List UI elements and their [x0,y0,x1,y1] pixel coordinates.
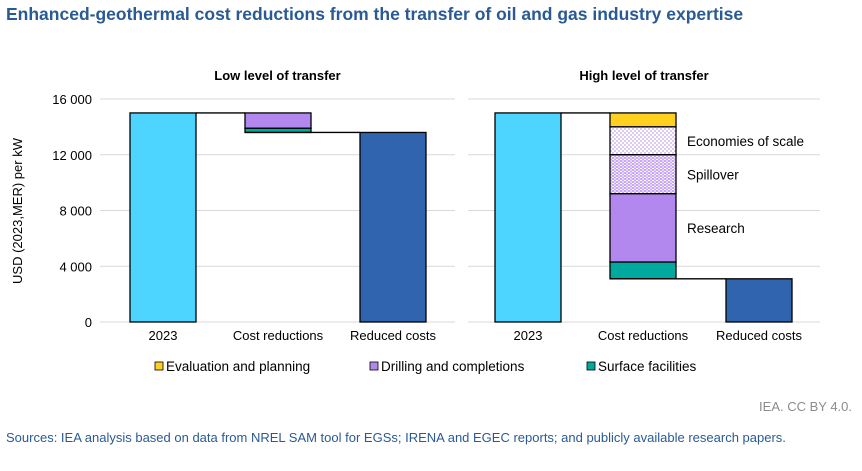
panel-title: High level of transfer [579,68,708,83]
x-tick-label: Reduced costs [350,328,436,343]
legend-label: Drilling and completions [381,359,525,374]
sources-note: Sources: IEA analysis based on data from… [6,430,786,445]
chart-title: Enhanced-geothermal cost reductions from… [6,4,744,24]
x-tick-label: 2023 [149,328,178,343]
x-tick-label: 2023 [514,328,543,343]
x-tick-label: Reduced costs [716,328,802,343]
bar-segment-spillover [609,154,677,195]
legend-swatch [586,361,596,371]
segment-annotation: Research [687,221,745,236]
bar-segment-research [609,193,677,263]
bar-segment-surface-facilities [609,261,677,280]
y-tick-label: 0 [85,315,92,330]
bar-segment-drilling-and-completions [244,112,312,129]
y-tick-label: 16 000 [52,92,92,107]
bar-reduced-costs [359,131,427,323]
x-tick-label: Cost reductions [233,328,324,343]
bar-segment-evaluation-and-planning [609,112,677,128]
segment-annotation: Spillover [687,167,739,182]
y-tick-label: 8 000 [59,204,92,219]
bar-2023 [129,112,197,323]
panel-title: Low level of transfer [214,68,340,83]
bar-segment-economies-of-scale [609,126,677,156]
segment-annotation: Economies of scale [687,134,804,149]
bar-2023 [494,112,562,323]
x-tick-label: Cost reductions [598,328,689,343]
y-tick-label: 4 000 [59,259,92,274]
legend-label: Surface facilities [598,359,697,374]
legend-swatch [154,361,164,371]
y-axis-label: USD (2023,MER) per kW [10,137,25,284]
bar-reduced-costs [725,278,793,323]
legend-label: Evaluation and planning [166,359,310,374]
legend-swatch [369,361,379,371]
credit: IEA. CC BY 4.0. [759,399,852,414]
y-tick-label: 12 000 [52,148,92,163]
